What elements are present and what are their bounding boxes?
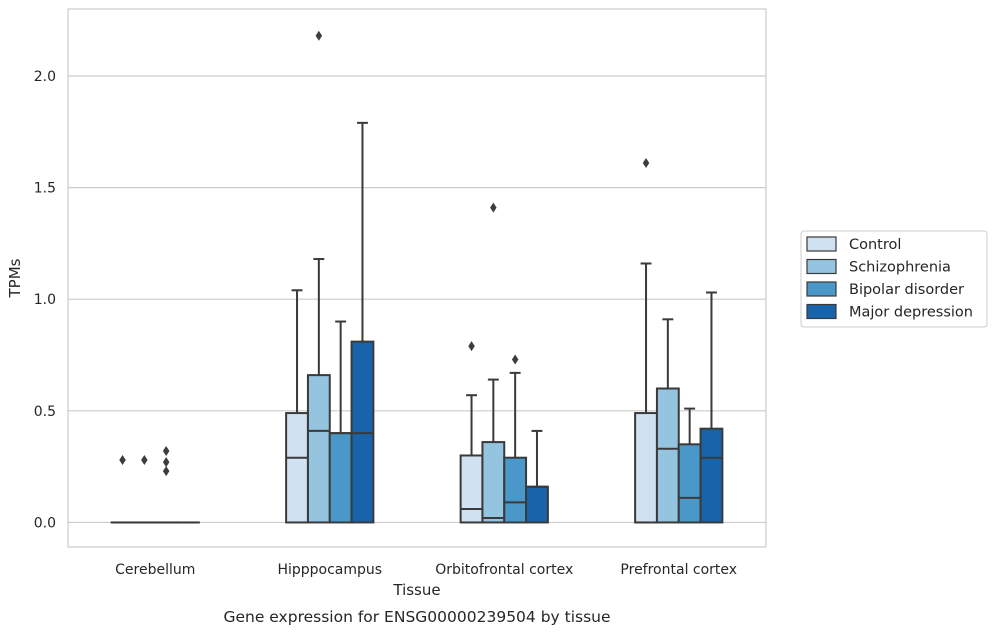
box-body — [699, 427, 724, 524]
outlier-point — [162, 466, 170, 477]
box-body — [481, 441, 506, 524]
legend-label: Bipolar disorder — [849, 282, 964, 298]
outlier-point — [119, 454, 126, 465]
legend-swatch — [806, 258, 837, 275]
box-schizophrenia — [132, 454, 157, 524]
outlier-point — [141, 454, 148, 465]
legend-label: Major depression — [849, 305, 973, 321]
outlier-point — [315, 30, 323, 41]
x-tick-label: Hipppocampus — [277, 562, 382, 578]
outlier-point — [162, 446, 170, 457]
x-tick-label: Cerebellum — [115, 562, 195, 578]
box-body — [328, 432, 353, 524]
box-control — [634, 158, 658, 524]
legend-swatch — [806, 281, 837, 297]
box-control — [285, 289, 309, 524]
legend-frame — [800, 230, 988, 328]
box-body — [350, 340, 375, 524]
x-tick-label: Prefrontal cortex — [620, 562, 737, 578]
box-body — [525, 485, 549, 524]
box-major-depression — [699, 291, 724, 524]
figure-caption: Gene expression for ENSG00000239504 by t… — [223, 608, 610, 626]
plot-area — [67, 8, 767, 548]
boxes — [110, 30, 724, 524]
box-bipolar-disorder — [503, 354, 528, 524]
box-body — [306, 374, 331, 524]
outlier-point — [511, 354, 519, 365]
y-tick-label: 2.0 — [34, 69, 56, 85]
box-major-depression — [525, 429, 549, 524]
y-tick-label: 1.5 — [34, 181, 56, 197]
box-schizophrenia — [481, 202, 506, 524]
box-schizophrenia — [306, 30, 331, 524]
box-bipolar-disorder — [328, 320, 353, 524]
box-major-depression — [350, 121, 375, 524]
outlier-point — [162, 457, 170, 468]
y-axis-ticks: 0.0 0.5 1.0 1.5 2.0 — [34, 69, 56, 531]
box-body — [655, 387, 680, 524]
outlier-point — [642, 158, 650, 169]
box-body — [503, 456, 528, 524]
legend-swatch — [806, 236, 837, 252]
y-tick-label: 1.0 — [34, 292, 56, 308]
outlier-point — [468, 341, 475, 352]
x-tick-label: Orbitofrontal cortex — [435, 562, 573, 578]
x-axis-label: Tissue — [392, 581, 440, 599]
box-bipolar-disorder — [154, 446, 179, 524]
y-axis-label: TPMs — [6, 258, 24, 298]
legend-swatch — [806, 303, 837, 320]
outlier-point — [490, 202, 497, 213]
box-body — [285, 412, 309, 524]
box-body — [677, 443, 702, 524]
box-body — [634, 412, 658, 524]
box-body — [459, 454, 484, 524]
box-bipolar-disorder — [677, 407, 702, 524]
legend: Control Schizophrenia Bipolar disorder Majo… — [800, 230, 988, 328]
x-axis-ticks: Cerebellum Hipppocampus Orbitofrontal cort… — [115, 562, 737, 578]
y-tick-label: 0.5 — [34, 404, 56, 420]
legend-label: Control — [849, 237, 901, 253]
box-control — [110, 454, 135, 524]
box-control — [459, 341, 484, 524]
y-tick-label: 0.0 — [34, 515, 56, 531]
box-schizophrenia — [655, 318, 680, 524]
legend-label: Schizophrenia — [849, 260, 951, 276]
